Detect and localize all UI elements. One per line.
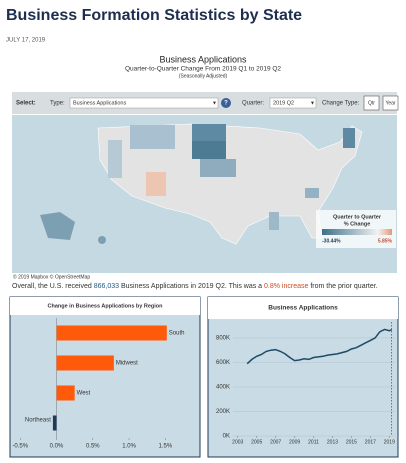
type-dropdown[interactable]: [69, 97, 219, 109]
summary: Overall, the U.S. received 866,033 Busin…: [12, 283, 378, 290]
state-me: [343, 128, 355, 148]
dash-title: Business Applications: [159, 54, 247, 64]
quarter-dropdown[interactable]: [269, 97, 317, 109]
x-tick-label: 2013: [327, 439, 338, 445]
chart-title: Business Applications: [268, 305, 338, 312]
state-co: [146, 172, 166, 196]
state-nd: [192, 124, 226, 141]
hawaii: [98, 236, 106, 244]
y-tick-label: 400K: [216, 385, 230, 391]
region-header: [10, 297, 200, 315]
state-sd: [192, 141, 226, 159]
state-montana: [130, 125, 175, 149]
type-label: Type:: [50, 101, 65, 107]
x-tick-label: 2017: [365, 439, 376, 445]
dash-subtitle: Quarter-to-Quarter Change From 2019 Q1 t…: [125, 66, 281, 73]
bar: [52, 415, 57, 431]
bar: [56, 355, 114, 371]
y-tick-label: 0K: [223, 434, 230, 440]
x-tick-label: 2009: [289, 439, 300, 445]
state-al: [269, 212, 279, 230]
summary-text: from the prior quarter.: [308, 283, 378, 290]
legend-max: 5.85%: [378, 238, 393, 244]
type-value: Business Applications: [73, 100, 126, 106]
bar-label: South: [169, 331, 185, 337]
y-tick-label: 600K: [216, 360, 230, 366]
dash-note: (Seasonally Adjusted): [179, 73, 228, 79]
quarter-value: 2019 Q2: [273, 100, 294, 106]
x-tick-label: 2015: [346, 439, 357, 445]
bar-label: West: [77, 391, 91, 397]
bar: [56, 385, 75, 401]
chart-title: Change in Business Applications by Regio…: [47, 303, 163, 309]
summary-text: Business Applications in 2019 Q2. This w…: [119, 283, 265, 290]
x-tick-label: 2011: [308, 439, 319, 445]
help-text: ?: [224, 101, 228, 107]
y-tick-label: 800K: [216, 336, 230, 342]
page-title: Business Formation Statistics by State: [6, 7, 302, 24]
state-or: [108, 140, 122, 178]
state-wv: [305, 188, 319, 198]
alaska: [40, 212, 75, 240]
bar-label: Midwest: [116, 361, 138, 367]
year-button[interactable]: [382, 95, 399, 111]
state-ne: [200, 159, 236, 177]
region-panel: [9, 296, 201, 458]
dropdown-arrow: ▼: [310, 100, 315, 106]
x-tick-label: -0.5%: [12, 444, 28, 450]
legend-title: % Change: [344, 221, 371, 227]
date: JULY 17, 2019: [6, 38, 46, 44]
year-text: Year: [385, 100, 395, 106]
help-icon[interactable]: [221, 98, 231, 108]
x-tick-label: 2019: [384, 439, 395, 445]
x-tick-label: 1.0%: [122, 444, 136, 450]
bar: [56, 325, 167, 341]
series-line: [246, 328, 392, 365]
legend-gradient: [322, 229, 392, 235]
dropdown-arrow: ▼: [212, 100, 217, 106]
x-tick-label: 2007: [270, 439, 281, 445]
change-label: Change Type:: [322, 101, 360, 107]
summary-change: 0.8% increase: [264, 283, 309, 290]
quarter-label: Quarter:: [242, 101, 264, 107]
x-tick-label: 1.5%: [159, 444, 173, 450]
trend-header: [208, 297, 398, 319]
x-tick-label: 2005: [251, 439, 262, 445]
legend-min: -30.44%: [322, 238, 341, 244]
summary-text: Overall, the U.S. received: [12, 283, 94, 290]
x-tick-label: 0.5%: [86, 444, 100, 450]
x-tick-label: 2003: [232, 439, 243, 445]
select-label: Select:: [16, 101, 36, 107]
trend-panel: [207, 296, 399, 458]
bar-label: Northeast: [25, 418, 51, 424]
qtr-text: Qtr: [368, 100, 375, 106]
map-credit: © 2019 Mapbox © OpenStreetMap: [13, 273, 90, 280]
legend-title: Quarter to Quarter: [333, 214, 382, 220]
x-tick-label: 0.0%: [50, 444, 64, 450]
summary-count: 866,033: [93, 283, 120, 290]
qtr-button[interactable]: [363, 95, 380, 111]
y-tick-label: 200K: [216, 409, 230, 415]
